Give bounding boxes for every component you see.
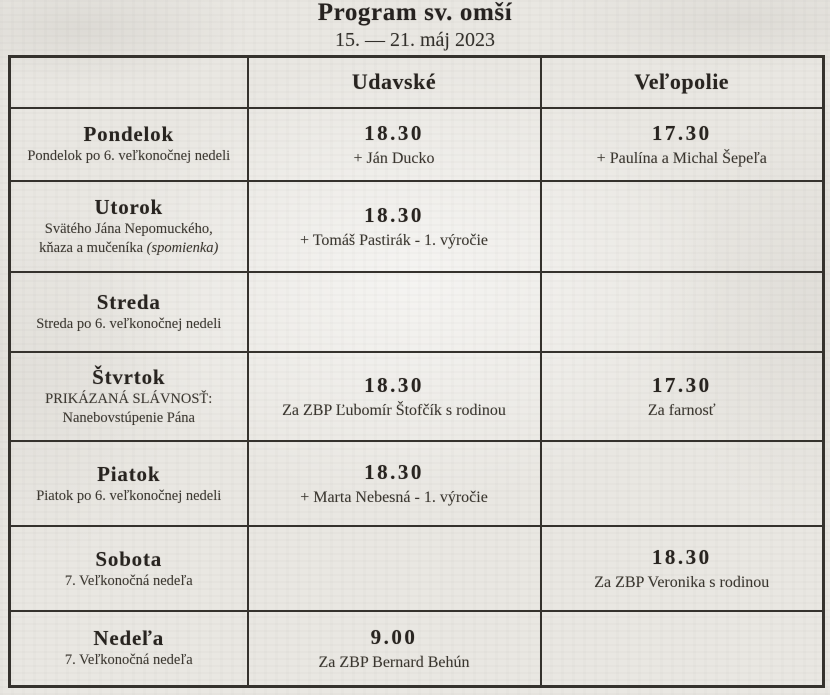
table-row: Utorok Svätého Jána Nepomuckého, kňaza a… — [8, 180, 825, 273]
column-label: Udavské — [351, 69, 437, 95]
day-note: PRIKÁZANÁ SLÁVNOSŤ: Nanebovstúpenie Pána — [45, 391, 213, 426]
velopolie-cell — [539, 440, 825, 528]
table-row: Pondelok Pondelok po 6. veľkonočnej nede… — [8, 106, 825, 183]
header-cell-udavske: Udavské — [246, 55, 542, 109]
header-row: Udavské Veľopolie — [8, 55, 825, 109]
column-label: Veľopolie — [634, 69, 730, 95]
mass-intention: + Tomáš Pastirák - 1. výročie — [299, 232, 488, 249]
mass-time: 17.30 — [651, 373, 712, 397]
day-name: Utorok — [94, 195, 164, 219]
mass-intention: + Paulína a Michal Šepeľa — [596, 149, 767, 167]
mass-intention: + Ján Ducko — [353, 149, 435, 167]
day-note: 7. Veľkonočná nedeľa — [64, 652, 193, 669]
udavske-cell: 18.30 + Ján Ducko — [246, 106, 542, 183]
day-cell: Sobota 7. Veľkonočná nedeľa — [8, 525, 249, 612]
mass-schedule-table: Udavské Veľopolie Pondelok Pondelok po 6… — [8, 55, 825, 688]
mass-intention: Za ZBP Veronika s rodinou — [594, 574, 770, 592]
day-note: Streda po 6. veľkonočnej nedeli — [36, 315, 222, 332]
mass-time: 17.30 — [651, 120, 712, 145]
udavske-cell — [246, 525, 542, 612]
day-name: Streda — [96, 289, 161, 314]
day-name: Štvrtok — [92, 365, 166, 389]
header-cell-velopolie: Veľopolie — [539, 55, 825, 109]
header-cell-empty — [8, 55, 249, 109]
day-name: Piatok — [97, 461, 161, 486]
day-name: Nedeľa — [93, 626, 165, 651]
udavske-cell: 18.30 + Tomáš Pastirák - 1. výročie — [246, 180, 542, 273]
mass-intention: + Marta Nebesná - 1. výročie — [300, 489, 488, 507]
document-header: Program sv. omší 15. — 21. máj 2023 — [0, 0, 830, 52]
day-note: Pondelok po 6. veľkonočnej nedeli — [27, 148, 231, 165]
day-name: Sobota — [95, 546, 163, 571]
velopolie-cell: 17.30 + Paulína a Michal Šepeľa — [539, 106, 825, 183]
day-cell: Piatok Piatok po 6. veľkonočnej nedeli — [8, 440, 249, 528]
mass-intention: Za ZBP Bernard Behún — [318, 653, 470, 671]
mass-time: 18.30 — [364, 120, 424, 145]
mass-time: 9.00 — [370, 624, 418, 649]
udavske-cell — [246, 270, 542, 353]
udavske-cell: 9.00 Za ZBP Bernard Behún — [246, 609, 542, 688]
day-cell: Pondelok Pondelok po 6. veľkonočnej nede… — [8, 106, 249, 183]
velopolie-cell — [539, 270, 825, 353]
table-row: Nedeľa 7. Veľkonočná nedeľa 9.00 Za ZBP … — [8, 609, 825, 688]
velopolie-cell — [539, 609, 825, 688]
page-title: Program sv. omší — [317, 0, 513, 26]
velopolie-cell: 17.30 Za farnosť — [539, 350, 825, 443]
mass-time: 18.30 — [364, 203, 424, 227]
table-row: Piatok Piatok po 6. veľkonočnej nedeli 1… — [8, 440, 825, 528]
table-row: Sobota 7. Veľkonočná nedeľa 18.30 Za ZBP… — [8, 525, 825, 612]
day-note: Svätého Jána Nepomuckého, kňaza a mučení… — [39, 221, 219, 256]
mass-time: 18.30 — [364, 460, 424, 485]
day-note: Piatok po 6. veľkonočnej nedeli — [36, 487, 222, 504]
velopolie-cell — [539, 180, 825, 273]
mass-time: 18.30 — [364, 373, 424, 397]
table-row: Štvrtok PRIKÁZANÁ SLÁVNOSŤ: Nanebovstúpe… — [8, 350, 825, 443]
day-cell: Utorok Svätého Jána Nepomuckého, kňaza a… — [8, 180, 249, 273]
udavske-cell: 18.30 Za ZBP Ľubomír Štofčík s rodinou — [246, 350, 542, 443]
day-note: 7. Veľkonočná nedeľa — [64, 572, 193, 589]
day-cell: Nedeľa 7. Veľkonočná nedeľa — [8, 609, 249, 688]
table-row: Streda Streda po 6. veľkonočnej nedeli — [8, 270, 825, 353]
udavske-cell: 18.30 + Marta Nebesná - 1. výročie — [246, 440, 542, 528]
mass-time: 18.30 — [651, 545, 712, 570]
day-cell: Štvrtok PRIKÁZANÁ SLÁVNOSŤ: Nanebovstúpe… — [8, 350, 249, 443]
day-name: Pondelok — [83, 122, 174, 147]
day-cell: Streda Streda po 6. veľkonočnej nedeli — [8, 270, 249, 353]
velopolie-cell: 18.30 Za ZBP Veronika s rodinou — [539, 525, 825, 612]
date-range: 15. — 21. máj 2023 — [335, 29, 495, 51]
mass-intention: Za ZBP Ľubomír Štofčík s rodinou — [282, 402, 506, 419]
mass-intention: Za farnosť — [647, 402, 716, 419]
